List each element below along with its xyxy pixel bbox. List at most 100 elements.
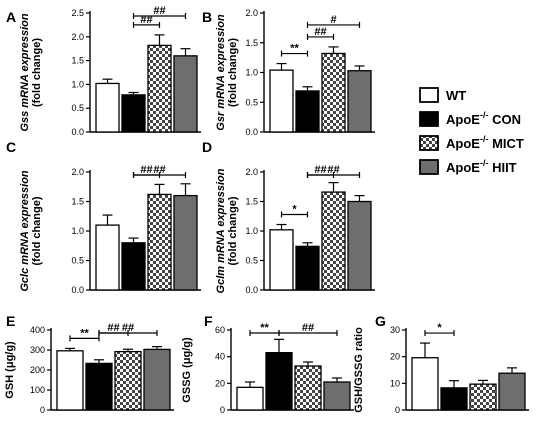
legend-label: ApoE-/- HIIT	[446, 158, 517, 175]
y-tick-label: 1.0	[245, 226, 258, 236]
panel-g: G 0 10 20 30 GSH/GSSG ratio *	[353, 313, 529, 415]
bar-wt	[411, 357, 439, 411]
legend-label-sup: -/-	[480, 110, 489, 120]
y-axis-label-part: (fold change)	[227, 38, 239, 107]
y-axis-label: GSH/GSSG ratio	[353, 327, 365, 413]
panel-letter: D	[202, 139, 212, 155]
significance-label: **	[260, 322, 269, 334]
y-tick-label: 2.0	[71, 32, 84, 42]
panel-letter: A	[6, 9, 16, 25]
legend-item-mict: ApoE-/- MICT	[419, 134, 524, 151]
legend-label-tail: MICT	[488, 136, 523, 151]
panel-letter: C	[6, 139, 16, 155]
panel-a: A 0.0 0.5 1.0 1.5 2.0 2.5 Gss mRNA expression (f…	[6, 5, 201, 137]
bar-wt	[236, 386, 264, 411]
significance-label: ##	[314, 26, 326, 38]
y-tick-label: 0.5	[71, 103, 84, 113]
y-tick-label: 200	[30, 365, 45, 375]
bar-mict	[114, 350, 142, 411]
significance-label: ##	[153, 5, 165, 17]
legend-swatch	[419, 87, 439, 103]
bar-hiit	[323, 381, 351, 411]
y-axis-label: GSSG (μg/g)	[181, 337, 193, 403]
y-tick-label: 1.0	[71, 79, 84, 89]
bar-mict	[469, 383, 497, 411]
panel-b: B 0.0 0.5 1.0 1.5 2.0 Gsr mRNA expression (fold…	[202, 8, 375, 137]
significance-label: ##	[140, 164, 152, 176]
y-axis-label-part: mRNA expression	[19, 13, 31, 111]
legend-label: ApoE-/- CON	[446, 110, 521, 127]
y-tick-label: 0	[40, 405, 45, 415]
panel-letter: G	[375, 313, 386, 329]
legend-label-main: WT	[446, 88, 466, 103]
legend-item-con: ApoE-/- CON	[419, 110, 521, 127]
y-tick-label: 20	[215, 378, 225, 388]
bar-mict	[321, 191, 346, 291]
y-axis-label: Gss mRNA expression	[19, 13, 31, 131]
legend-label: ApoE-/- MICT	[446, 134, 524, 151]
y-tick-label: 0	[220, 405, 225, 415]
panel-letter: E	[6, 313, 15, 329]
y-axis-label-part: GSH/GSSG ratio	[353, 327, 365, 413]
legend-label-tail: HIIT	[488, 160, 516, 175]
y-axis-label-part: mRNA expression	[19, 170, 31, 268]
significance-label: ##	[140, 14, 152, 26]
y-tick-label: 1.5	[245, 197, 258, 207]
bar-con	[440, 387, 468, 411]
bar-hiit	[173, 194, 198, 291]
significance-label: ##	[153, 164, 165, 176]
significance-label: **	[290, 43, 299, 55]
legend-swatch	[419, 111, 439, 127]
y-tick-label: 60	[215, 325, 225, 335]
y-tick-label: 2.0	[71, 167, 84, 177]
y-tick-label: 400	[30, 325, 45, 335]
bar-con	[265, 352, 293, 411]
legend-label-tail: CON	[488, 112, 521, 127]
y-tick-label: 10	[390, 378, 400, 388]
legend-item-wt: WT	[419, 87, 466, 103]
y-tick-label: 1.0	[245, 68, 258, 78]
y-tick-label: 40	[215, 352, 225, 362]
bar-wt	[95, 224, 120, 291]
bar-con	[295, 245, 320, 291]
y-tick-label: 20	[390, 352, 400, 362]
bar-mict	[147, 193, 172, 291]
bar-hiit	[347, 200, 372, 291]
y-axis-label: Gclc mRNA expression	[19, 170, 31, 292]
y-tick-label: 0.0	[71, 127, 84, 137]
legend-item-hiit: ApoE-/- HIIT	[419, 158, 517, 175]
bar-mict	[321, 52, 346, 133]
significance-label: ##	[327, 164, 339, 176]
legend-label-sup: -/-	[480, 158, 489, 168]
y-tick-label: 1.5	[71, 56, 84, 66]
y-axis-label-part: GSSG (μg/g)	[181, 337, 193, 403]
legend-swatch	[419, 159, 439, 175]
panel-f: F 0 20 40 60 GSSG (μg/g) ** ##	[181, 313, 354, 415]
y-axis-label-part: mRNA expression	[215, 14, 227, 112]
significance-label: **	[80, 327, 89, 339]
significance-label: ##	[107, 322, 119, 334]
bar-hiit	[498, 372, 526, 411]
y-tick-label: 0.0	[245, 127, 258, 137]
bar-con	[121, 242, 146, 291]
significance-label: ##	[302, 322, 314, 334]
y-axis-label-part: Gclm	[215, 266, 227, 294]
bar-con	[121, 94, 146, 133]
legend-label-main: ApoE	[446, 160, 480, 175]
y-tick-label: 1.5	[245, 38, 258, 48]
y-axis-label: GSH (μg/g)	[4, 341, 16, 399]
y-axis-label-part: (fold change)	[31, 38, 43, 107]
legend-label-sup: -/-	[480, 134, 489, 144]
y-axis-label-part: GSH (μg/g)	[4, 341, 16, 399]
y-axis-label: (fold change)	[227, 196, 239, 265]
panel-letter: F	[204, 313, 213, 329]
bar-wt	[269, 69, 294, 133]
y-tick-label: 0.5	[245, 97, 258, 107]
y-axis-label: (fold change)	[31, 196, 43, 265]
y-axis-label-part: (fold change)	[31, 196, 43, 265]
panel-e: E 0 100 200 300 400 GSH (μg/g) ** ## ##	[4, 313, 174, 415]
y-tick-label: 1.0	[71, 226, 84, 236]
bar-con	[295, 90, 320, 133]
bar-wt	[95, 82, 120, 133]
